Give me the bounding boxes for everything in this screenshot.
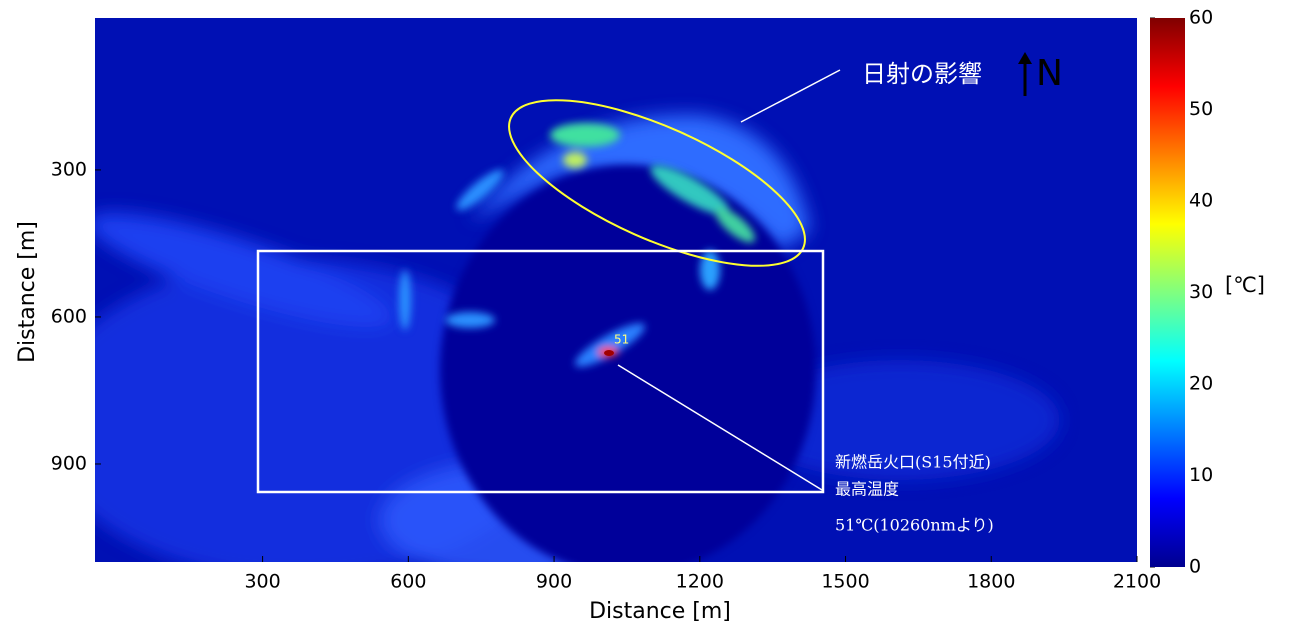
chart: 日射の影響 N 51 新燃岳火口(S15付近) 最高温度 51℃(10260nmより…	[0, 0, 1304, 634]
x-tick-label: 900	[536, 571, 572, 593]
x-tick-label: 600	[390, 571, 426, 593]
colorbar-tick-label: 30	[1189, 281, 1213, 303]
y-tick-label: 300	[51, 158, 87, 180]
annotation: 51℃(10260nmより)	[835, 516, 994, 535]
annotation: 日射の影響	[862, 60, 982, 88]
x-axis-label: Distance [m]	[589, 599, 731, 624]
y-tick-label: 600	[51, 305, 87, 327]
colorbar	[1150, 18, 1185, 567]
annotation: 新燃岳火口(S15付近)	[835, 453, 991, 472]
colorbar-tick-label: 40	[1189, 190, 1213, 212]
y-tick-label: 900	[51, 452, 87, 474]
colorbar-tick-label: 50	[1189, 98, 1213, 120]
annotation: 51	[614, 333, 629, 347]
x-tick-label: 1200	[676, 571, 724, 593]
x-tick-label: 2100	[1113, 571, 1161, 593]
colorbar-tick-label: 60	[1189, 7, 1213, 29]
colorbar-tick-label: 10	[1189, 464, 1213, 486]
annotation: 最高温度	[835, 480, 899, 499]
y-axis-label: Distance [m]	[15, 221, 40, 363]
annotation: N	[1036, 53, 1063, 94]
x-tick-label: 300	[244, 571, 280, 593]
x-tick-label: 1500	[821, 571, 869, 593]
colorbar-label: [℃]	[1225, 273, 1265, 297]
x-tick-label: 1800	[967, 571, 1015, 593]
colorbar-tick-label: 0	[1189, 556, 1201, 578]
colorbar-tick-label: 20	[1189, 373, 1213, 395]
